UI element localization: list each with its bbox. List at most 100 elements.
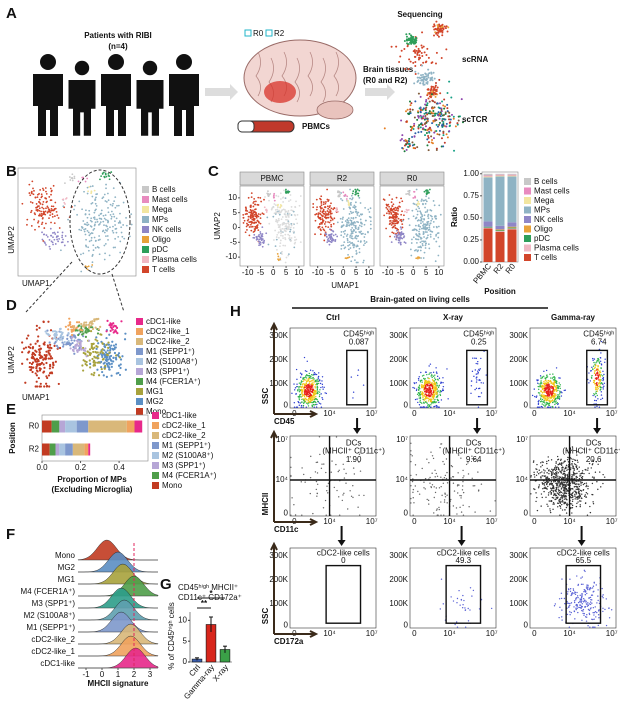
cell-dot <box>50 372 54 375</box>
cell-dot <box>284 233 287 236</box>
cell-dot <box>330 233 333 235</box>
event-dot <box>539 394 541 396</box>
event-dot <box>419 391 422 393</box>
y-tick-label: R2 <box>29 445 40 454</box>
cell-dot <box>426 94 429 97</box>
cell-dot <box>108 178 111 181</box>
cell-dot <box>75 344 78 347</box>
legend-label: B cells <box>152 185 176 194</box>
legend-label: Mast cells <box>152 195 188 204</box>
cell-dot <box>268 222 271 225</box>
event-dot <box>427 390 430 392</box>
cell-dot <box>66 337 69 340</box>
cell-dot <box>432 34 435 37</box>
event-dot <box>547 384 549 386</box>
cell-dot <box>47 207 50 209</box>
event-dot <box>316 378 318 381</box>
cell-dot <box>84 228 87 230</box>
y-tick-label: 5 <box>233 208 238 217</box>
cell-dot <box>420 257 422 259</box>
cell-dot <box>432 85 435 88</box>
cell-dot <box>246 229 248 231</box>
event-dot <box>556 401 559 404</box>
bar-segment <box>495 229 505 231</box>
cell-dot <box>93 211 96 214</box>
bar-segment <box>507 228 517 230</box>
cell-dot <box>90 217 93 220</box>
event-dot <box>423 399 425 401</box>
cell-dot <box>441 34 444 37</box>
cell-dot <box>71 177 74 179</box>
cell-dot <box>427 217 430 220</box>
bar-segment <box>84 443 89 456</box>
cell-dot <box>251 225 254 228</box>
cell-dot <box>115 326 118 329</box>
cell-dot <box>322 220 324 223</box>
cell-dot <box>278 213 281 216</box>
cell-dot <box>424 211 427 214</box>
cell-dot <box>42 207 45 210</box>
event-dot <box>429 392 431 394</box>
gate-value: 0.25 <box>471 338 487 347</box>
cell-dot <box>421 215 424 218</box>
event-dot <box>555 387 558 390</box>
event-dot <box>436 475 439 477</box>
cell-dot <box>400 213 403 216</box>
cell-dot <box>117 352 121 355</box>
cell-dot <box>45 353 48 357</box>
event-dot <box>308 392 310 395</box>
cell-dot <box>340 231 343 233</box>
event-dot <box>563 389 565 392</box>
cell-dot <box>115 227 118 230</box>
cell-dot <box>397 213 399 216</box>
cell-dot <box>427 213 430 216</box>
event-dot <box>540 390 542 392</box>
event-dot <box>543 380 545 383</box>
cell-dot <box>414 70 417 73</box>
cell-dot <box>330 207 333 210</box>
cell-dot <box>34 353 37 357</box>
event-dot <box>303 378 305 380</box>
cell-dot <box>285 188 287 191</box>
cell-dot <box>40 212 43 215</box>
event-dot <box>536 379 539 382</box>
cell-dot <box>424 228 427 231</box>
tcr-dot <box>421 117 424 120</box>
cell-dot <box>434 85 437 88</box>
cell-dot <box>430 62 433 65</box>
cell-dot <box>286 211 289 214</box>
panel-label: B <box>6 163 17 180</box>
cell-dot <box>351 241 354 244</box>
event-dot <box>460 457 462 459</box>
event-dot <box>456 626 459 628</box>
cell-dot <box>353 244 356 247</box>
cell-dot <box>27 345 30 348</box>
cell-dot <box>34 372 37 375</box>
tcr-dot <box>427 135 430 138</box>
cell-dot <box>403 39 406 42</box>
event-dot <box>594 396 597 398</box>
cell-dot <box>21 202 24 205</box>
cell-dot <box>322 201 325 204</box>
event-dot <box>338 469 340 472</box>
cell-dot <box>75 321 79 324</box>
event-dot <box>423 389 425 391</box>
cell-dot <box>418 203 420 205</box>
bar-segment <box>507 173 517 175</box>
event-dot <box>477 490 480 492</box>
legend-label: NK cells <box>152 225 181 234</box>
cell-dot <box>391 226 394 229</box>
cell-dot <box>78 200 81 203</box>
cell-dot <box>369 223 372 226</box>
tcr-dot <box>444 105 447 108</box>
event-dot <box>435 381 438 384</box>
cell-dot <box>46 376 49 380</box>
event-dot <box>594 386 597 388</box>
event-dot <box>551 386 554 388</box>
cell-dot <box>48 346 51 349</box>
cell-dot <box>117 371 120 375</box>
event-dot <box>303 395 306 398</box>
plot-frame <box>17 167 137 277</box>
cell-dot <box>392 211 395 213</box>
cell-dot <box>365 241 368 243</box>
